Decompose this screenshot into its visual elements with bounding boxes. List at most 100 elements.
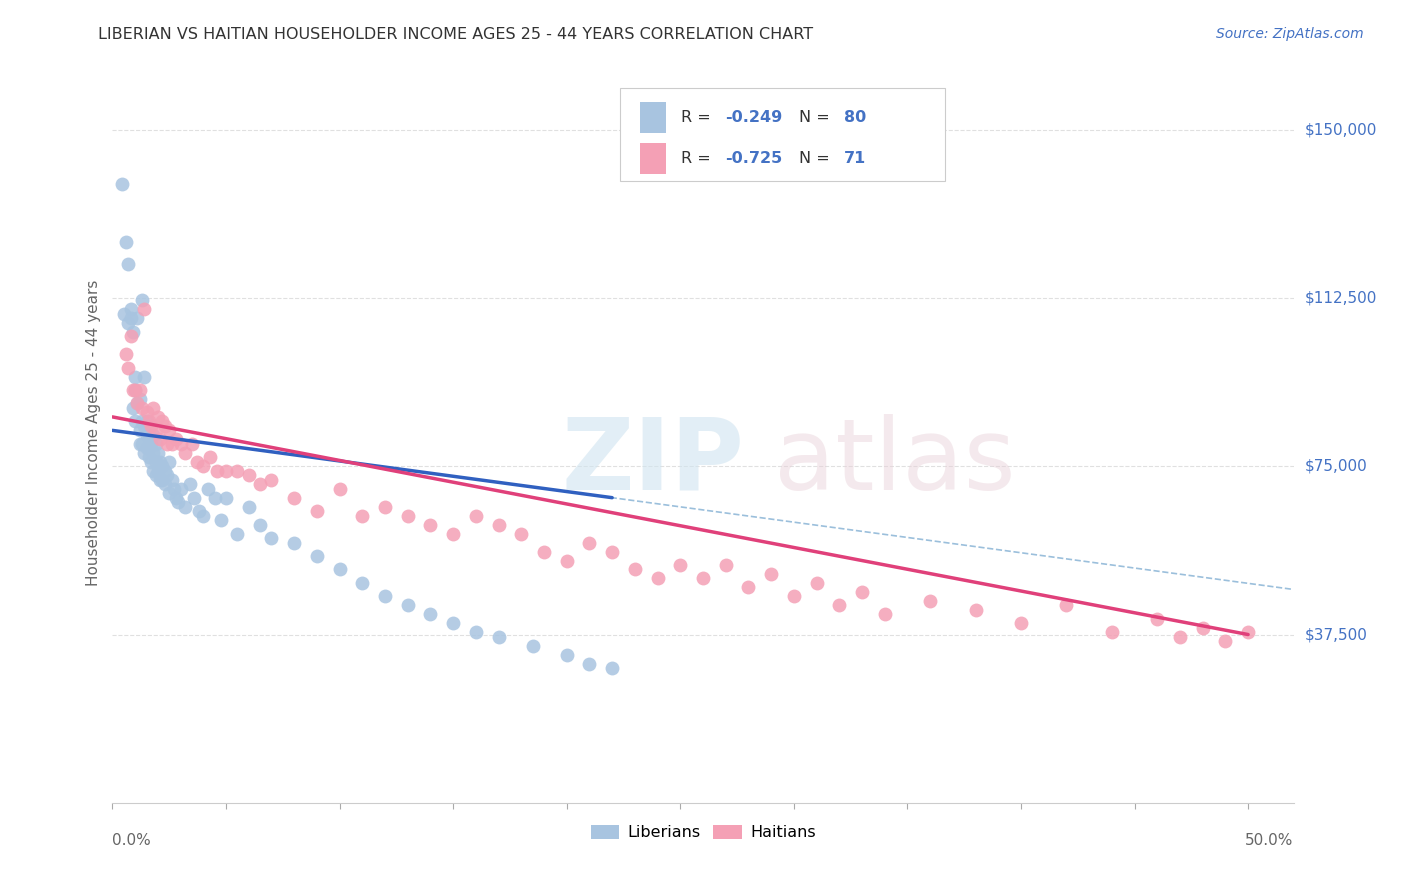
Point: [204, 491, 226, 505]
Point: [122, 383, 145, 397]
Point: [156, 468, 179, 483]
Legend: Liberians, Haitians: Liberians, Haitians: [583, 818, 823, 847]
Text: atlas: atlas: [773, 414, 1015, 511]
Point: [419, 517, 441, 532]
Text: ZIP: ZIP: [561, 414, 744, 511]
Point: [305, 549, 328, 563]
Point: [124, 414, 146, 428]
Point: [249, 477, 271, 491]
Point: [305, 504, 328, 518]
Point: [441, 526, 464, 541]
Point: [122, 325, 145, 339]
Point: [146, 409, 169, 424]
Point: [873, 607, 896, 622]
Point: [142, 428, 165, 442]
Point: [156, 437, 179, 451]
Point: [226, 526, 249, 541]
Point: [714, 558, 737, 572]
Text: 50.0%: 50.0%: [1246, 833, 1294, 848]
Point: [226, 464, 249, 478]
Point: [193, 459, 215, 474]
Point: [920, 594, 942, 608]
Point: [160, 473, 183, 487]
Point: [215, 491, 238, 505]
Point: [759, 566, 782, 581]
Point: [260, 473, 283, 487]
Point: [138, 442, 160, 456]
Point: [153, 418, 176, 433]
Point: [131, 437, 153, 451]
Point: [1146, 612, 1168, 626]
Point: [135, 428, 157, 442]
Text: 71: 71: [844, 151, 866, 166]
Text: $37,500: $37,500: [1305, 627, 1368, 642]
Point: [124, 369, 146, 384]
Point: [396, 508, 419, 523]
Point: [134, 418, 156, 433]
Point: [131, 401, 153, 415]
Point: [283, 491, 305, 505]
Point: [249, 517, 271, 532]
Point: [352, 508, 374, 523]
Point: [488, 517, 510, 532]
Point: [146, 446, 169, 460]
Text: $112,500: $112,500: [1305, 291, 1376, 305]
Text: 0.0%: 0.0%: [112, 833, 152, 848]
Point: [152, 473, 174, 487]
Point: [146, 464, 169, 478]
Point: [419, 607, 441, 622]
Point: [131, 293, 153, 308]
Text: -0.249: -0.249: [725, 110, 783, 125]
Point: [138, 450, 160, 465]
Point: [510, 526, 533, 541]
Point: [464, 508, 486, 523]
Point: [110, 177, 132, 191]
Point: [145, 468, 167, 483]
Text: R =: R =: [681, 151, 716, 166]
Point: [179, 477, 201, 491]
Point: [283, 535, 305, 549]
Point: [183, 491, 205, 505]
Point: [396, 599, 419, 613]
Point: [1215, 634, 1237, 648]
Point: [157, 486, 180, 500]
Text: N =: N =: [799, 151, 835, 166]
Point: [120, 311, 142, 326]
Point: [115, 347, 138, 361]
Point: [600, 661, 623, 675]
Point: [117, 316, 139, 330]
Point: [124, 383, 146, 397]
Point: [174, 446, 197, 460]
Point: [117, 360, 139, 375]
Point: [1168, 630, 1191, 644]
Point: [134, 446, 156, 460]
Point: [138, 428, 160, 442]
Point: [488, 630, 510, 644]
Point: [139, 455, 162, 469]
Point: [149, 455, 172, 469]
Point: [1054, 599, 1077, 613]
Point: [828, 599, 851, 613]
Point: [198, 450, 221, 465]
Text: $75,000: $75,000: [1305, 458, 1368, 474]
Point: [128, 383, 150, 397]
Point: [578, 657, 600, 671]
Text: -0.725: -0.725: [725, 151, 783, 166]
Point: [1010, 616, 1032, 631]
Point: [647, 571, 669, 585]
Point: [152, 414, 174, 428]
Point: [624, 562, 647, 576]
Point: [169, 437, 191, 451]
Point: [135, 405, 157, 419]
Point: [169, 482, 191, 496]
Y-axis label: Householder Income Ages 25 - 44 years: Householder Income Ages 25 - 44 years: [86, 279, 101, 586]
Point: [149, 433, 172, 447]
Point: [374, 590, 396, 604]
Point: [1237, 625, 1260, 640]
Text: $150,000: $150,000: [1305, 122, 1376, 137]
Point: [186, 455, 208, 469]
Point: [139, 418, 162, 433]
Point: [153, 477, 176, 491]
Point: [145, 423, 167, 437]
Point: [128, 423, 150, 437]
